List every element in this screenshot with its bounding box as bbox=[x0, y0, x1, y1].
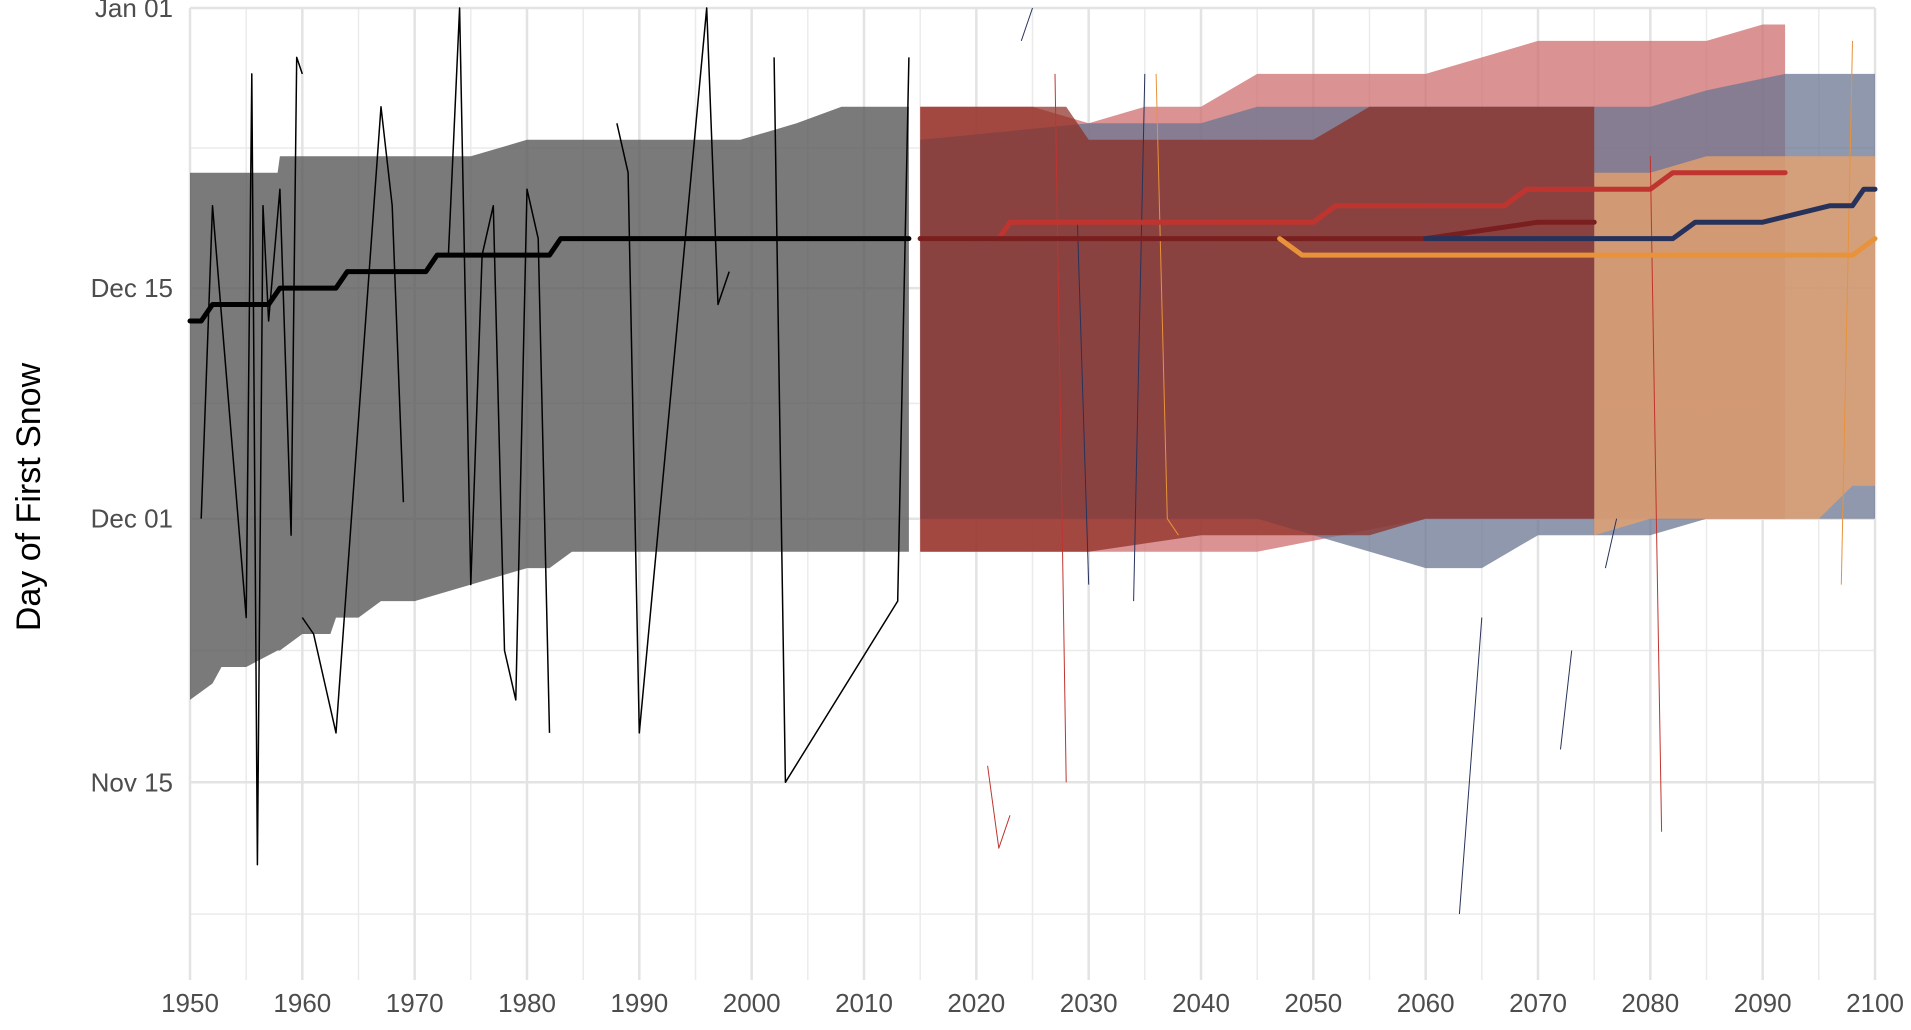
y-axis-title: Day of First Snow bbox=[10, 362, 48, 631]
annual-value-line bbox=[200, 56, 304, 866]
annual-value-line bbox=[1076, 222, 1090, 585]
annual-value-line bbox=[1458, 617, 1483, 915]
x-tick-label: 2000 bbox=[723, 988, 781, 1018]
tick-label-layer: 1950 1960 1970 1980 1990 2000 2010 2020 2030 2040… bbox=[91, 0, 1904, 1018]
annual-value-line bbox=[1133, 73, 1146, 602]
annual-value-line bbox=[447, 7, 551, 733]
x-tick-label: 2100 bbox=[1846, 988, 1904, 1018]
uncertainty-band bbox=[920, 106, 1595, 552]
annual-value-line bbox=[1840, 40, 1853, 585]
median-series-line bbox=[1423, 186, 1878, 242]
median-series-line bbox=[917, 219, 1597, 242]
x-tick-label: 2070 bbox=[1509, 988, 1567, 1018]
x-tick-label: 1960 bbox=[273, 988, 331, 1018]
x-tick-label: 1950 bbox=[161, 988, 219, 1018]
x-tick-label: 2080 bbox=[1621, 988, 1679, 1018]
x-tick-label: 2060 bbox=[1397, 988, 1455, 1018]
annual-value-line bbox=[1020, 7, 1033, 42]
y-tick-label: Dec 01 bbox=[91, 504, 173, 534]
x-tick-label: 2020 bbox=[947, 988, 1005, 1018]
annual-value-line bbox=[616, 7, 730, 734]
annual-value-line bbox=[301, 106, 405, 734]
y-tick-label: Nov 15 bbox=[91, 767, 173, 797]
y-tick-label: Dec 15 bbox=[91, 273, 173, 303]
uncertainty-band bbox=[1594, 156, 1875, 536]
x-tick-label: 2030 bbox=[1060, 988, 1118, 1018]
uncertainty-band bbox=[190, 106, 909, 700]
x-tick-label: 2040 bbox=[1172, 988, 1230, 1018]
median-series-line bbox=[1277, 236, 1878, 258]
x-tick-label: 1980 bbox=[498, 988, 556, 1018]
x-tick-label: 2090 bbox=[1734, 988, 1792, 1018]
annual-value-line bbox=[1604, 518, 1618, 569]
annual-values-layer bbox=[200, 7, 1853, 915]
annual-value-line bbox=[773, 57, 910, 784]
annual-value-line bbox=[1560, 650, 1573, 750]
x-tick-label: 1970 bbox=[386, 988, 444, 1018]
median-series-line bbox=[187, 236, 912, 324]
x-tick-label: 1990 bbox=[610, 988, 668, 1018]
y-tick-label: Jan 01 bbox=[95, 0, 173, 23]
annual-value-line bbox=[987, 765, 1011, 849]
annual-value-line bbox=[1054, 73, 1067, 783]
x-tick-label: 2010 bbox=[835, 988, 893, 1018]
annual-value-line bbox=[1649, 156, 1663, 832]
x-tick-label: 2050 bbox=[1284, 988, 1342, 1018]
series-layer bbox=[187, 170, 1878, 324]
